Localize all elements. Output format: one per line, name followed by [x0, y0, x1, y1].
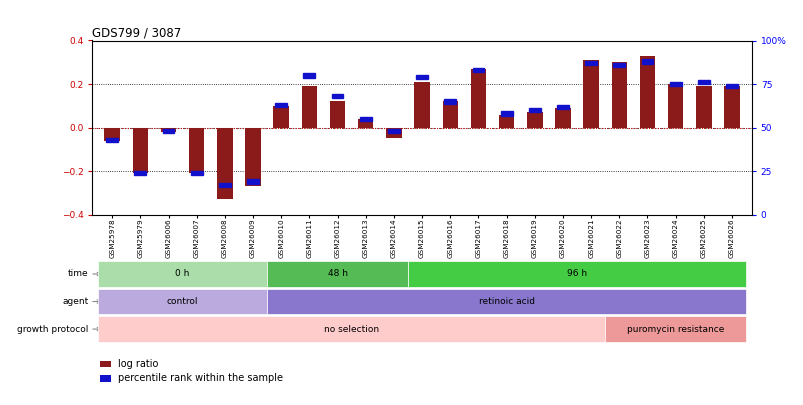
Bar: [697, 80, 709, 85]
Bar: [528, 108, 540, 112]
Bar: [134, 171, 146, 175]
Bar: [472, 68, 483, 72]
Bar: [360, 117, 371, 121]
Bar: [217, 128, 232, 199]
Text: 0 h: 0 h: [175, 269, 190, 279]
Bar: [273, 106, 288, 128]
Bar: [641, 59, 653, 64]
Bar: [132, 128, 148, 173]
Bar: [669, 82, 681, 86]
Bar: [555, 108, 570, 128]
Bar: [189, 128, 204, 173]
Bar: [275, 103, 287, 107]
Bar: [388, 129, 399, 133]
Text: GDS799 / 3087: GDS799 / 3087: [92, 26, 181, 39]
Bar: [724, 86, 739, 128]
Text: 48 h: 48 h: [327, 269, 347, 279]
Bar: [613, 63, 625, 67]
Bar: [161, 128, 176, 132]
Text: percentile rank within the sample: percentile rank within the sample: [118, 373, 283, 383]
Bar: [247, 179, 259, 184]
Bar: [106, 138, 118, 142]
Text: time: time: [67, 269, 88, 279]
Bar: [695, 86, 711, 128]
Bar: [556, 104, 569, 109]
Bar: [245, 128, 260, 186]
Text: growth protocol: growth protocol: [17, 324, 88, 334]
Bar: [301, 86, 316, 128]
Bar: [332, 94, 343, 98]
Bar: [470, 69, 486, 128]
Text: control: control: [167, 297, 198, 306]
Bar: [303, 73, 315, 77]
Text: no selection: no selection: [324, 324, 379, 334]
Text: 96 h: 96 h: [566, 269, 586, 279]
Bar: [162, 129, 174, 133]
Bar: [498, 115, 514, 128]
Bar: [385, 128, 402, 139]
Bar: [357, 119, 373, 128]
Bar: [190, 171, 202, 175]
Bar: [416, 75, 427, 79]
Bar: [442, 102, 458, 128]
Bar: [725, 83, 737, 88]
Text: agent: agent: [62, 297, 88, 306]
Bar: [527, 112, 542, 128]
Bar: [104, 128, 120, 141]
Text: puromycin resistance: puromycin resistance: [626, 324, 724, 334]
Bar: [585, 61, 597, 65]
Bar: [218, 183, 230, 187]
Bar: [639, 56, 654, 128]
Bar: [500, 111, 512, 116]
Bar: [444, 99, 455, 104]
Bar: [583, 60, 598, 128]
Bar: [414, 82, 430, 128]
Bar: [611, 62, 626, 128]
Text: log ratio: log ratio: [118, 359, 158, 369]
Bar: [667, 84, 683, 128]
Bar: [329, 102, 345, 128]
Text: retinoic acid: retinoic acid: [478, 297, 534, 306]
